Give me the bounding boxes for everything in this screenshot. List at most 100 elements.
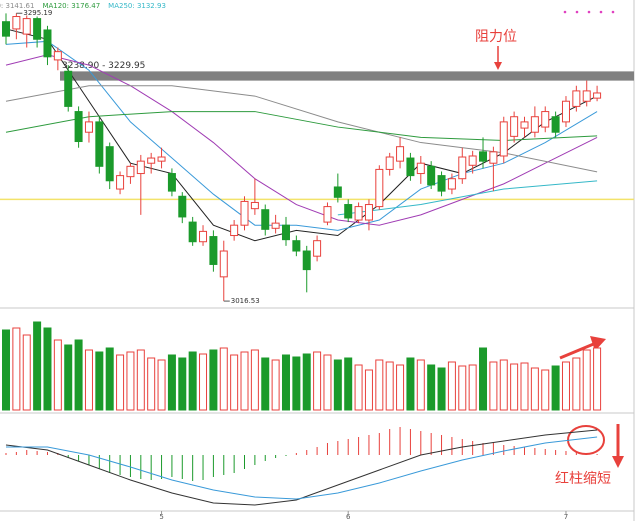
annotation: 红柱缩短 <box>555 471 611 487</box>
candle-body <box>593 92 602 99</box>
volume-bar <box>33 321 42 411</box>
volume-bar <box>209 349 218 411</box>
candle-body <box>12 16 21 30</box>
volume-bar <box>84 349 93 411</box>
volume-bar <box>364 369 373 411</box>
volume-bar <box>230 354 239 411</box>
volume-bar <box>43 327 52 411</box>
macd-line <box>5 429 598 506</box>
candle-body <box>147 157 156 164</box>
volume-bar <box>178 357 187 411</box>
candle-body <box>510 116 519 137</box>
ma-line <box>337 180 598 216</box>
candle-body <box>43 29 52 58</box>
top-dots <box>563 10 615 14</box>
candle-body <box>271 222 280 229</box>
candle-body <box>261 209 270 230</box>
candle-body <box>157 156 166 162</box>
volume-bar <box>468 364 477 411</box>
candle-body <box>167 173 176 192</box>
volume-bar <box>344 357 353 411</box>
volume-bar <box>271 359 280 411</box>
candle-body <box>313 240 322 257</box>
volume-bar <box>136 349 145 411</box>
candle-body <box>209 236 218 265</box>
volume-bar <box>302 353 311 411</box>
volume-bar <box>147 357 156 411</box>
candle-body <box>375 168 384 208</box>
volume-bar <box>261 357 270 411</box>
volume-bar <box>313 351 322 411</box>
volume-bar <box>530 367 539 411</box>
candle-body <box>281 224 290 241</box>
candle-body <box>292 240 301 252</box>
annotation: 3295.19 <box>23 9 52 17</box>
volume-bar <box>157 359 166 411</box>
volume-bar <box>64 344 73 411</box>
volume-bar <box>323 354 332 411</box>
candle-body <box>84 121 93 133</box>
candle-body <box>396 146 405 162</box>
volume-bar <box>375 359 384 411</box>
volume-bar <box>188 351 197 411</box>
volume-bar <box>582 349 591 411</box>
candle-body <box>33 18 42 40</box>
x-tick-label: 6 <box>346 513 351 521</box>
candle-body <box>302 250 311 271</box>
ma-line <box>5 85 598 173</box>
candle-body <box>22 18 31 35</box>
volume-bar <box>2 329 10 411</box>
candle-body <box>250 201 259 210</box>
volume-bar <box>199 353 208 411</box>
candle-body <box>447 178 456 190</box>
candle-body <box>520 121 529 129</box>
resistance-range: 3238.90 - 3229.95 <box>62 61 145 71</box>
volume-bar <box>561 361 570 411</box>
candle-body <box>126 165 135 178</box>
candle-body <box>364 204 373 221</box>
candle-body <box>2 21 10 37</box>
x-tick-label: 7 <box>564 513 568 521</box>
volume-bar <box>572 357 581 411</box>
candle-body <box>240 200 249 226</box>
macd-line <box>6 436 598 500</box>
candle-body <box>333 186 342 198</box>
arrow <box>559 341 597 360</box>
volume-bar <box>479 347 488 411</box>
candle-body <box>499 121 508 157</box>
volume-bar <box>116 354 125 411</box>
ma-line <box>5 54 598 226</box>
candle-body <box>178 195 187 218</box>
volume-bar <box>354 364 363 411</box>
volume-bar <box>281 354 290 411</box>
volume-bar <box>520 362 529 411</box>
candle-body <box>344 204 353 219</box>
volume-bar <box>250 349 259 411</box>
volume-bar <box>12 327 21 411</box>
legend-entry: 60: 3141.61 <box>0 2 34 10</box>
candle-body <box>219 250 228 278</box>
candle-body <box>489 151 498 164</box>
volume-bar <box>489 361 498 411</box>
legend-entry: MA250: 3132.93 <box>108 2 166 10</box>
candle-body <box>551 116 560 133</box>
legend-entry: MA120: 3176.47 <box>42 2 100 10</box>
candle-body <box>427 165 436 186</box>
candle-body <box>136 160 145 175</box>
candle-body <box>582 90 591 102</box>
arrow-head <box>612 456 624 468</box>
candle-body <box>64 70 73 107</box>
ma-line <box>5 111 598 141</box>
candle-body <box>323 206 332 223</box>
volume-bar <box>551 365 560 411</box>
volume-bar <box>74 339 83 411</box>
volume-bar <box>437 367 446 411</box>
volume-bar <box>406 357 415 411</box>
candle-body <box>199 230 208 243</box>
candle-body <box>230 224 239 237</box>
candle-body <box>458 156 467 180</box>
arrow-head <box>590 336 606 351</box>
candle-body <box>95 121 104 167</box>
volume-bar <box>105 347 114 411</box>
candle-body <box>116 175 125 190</box>
